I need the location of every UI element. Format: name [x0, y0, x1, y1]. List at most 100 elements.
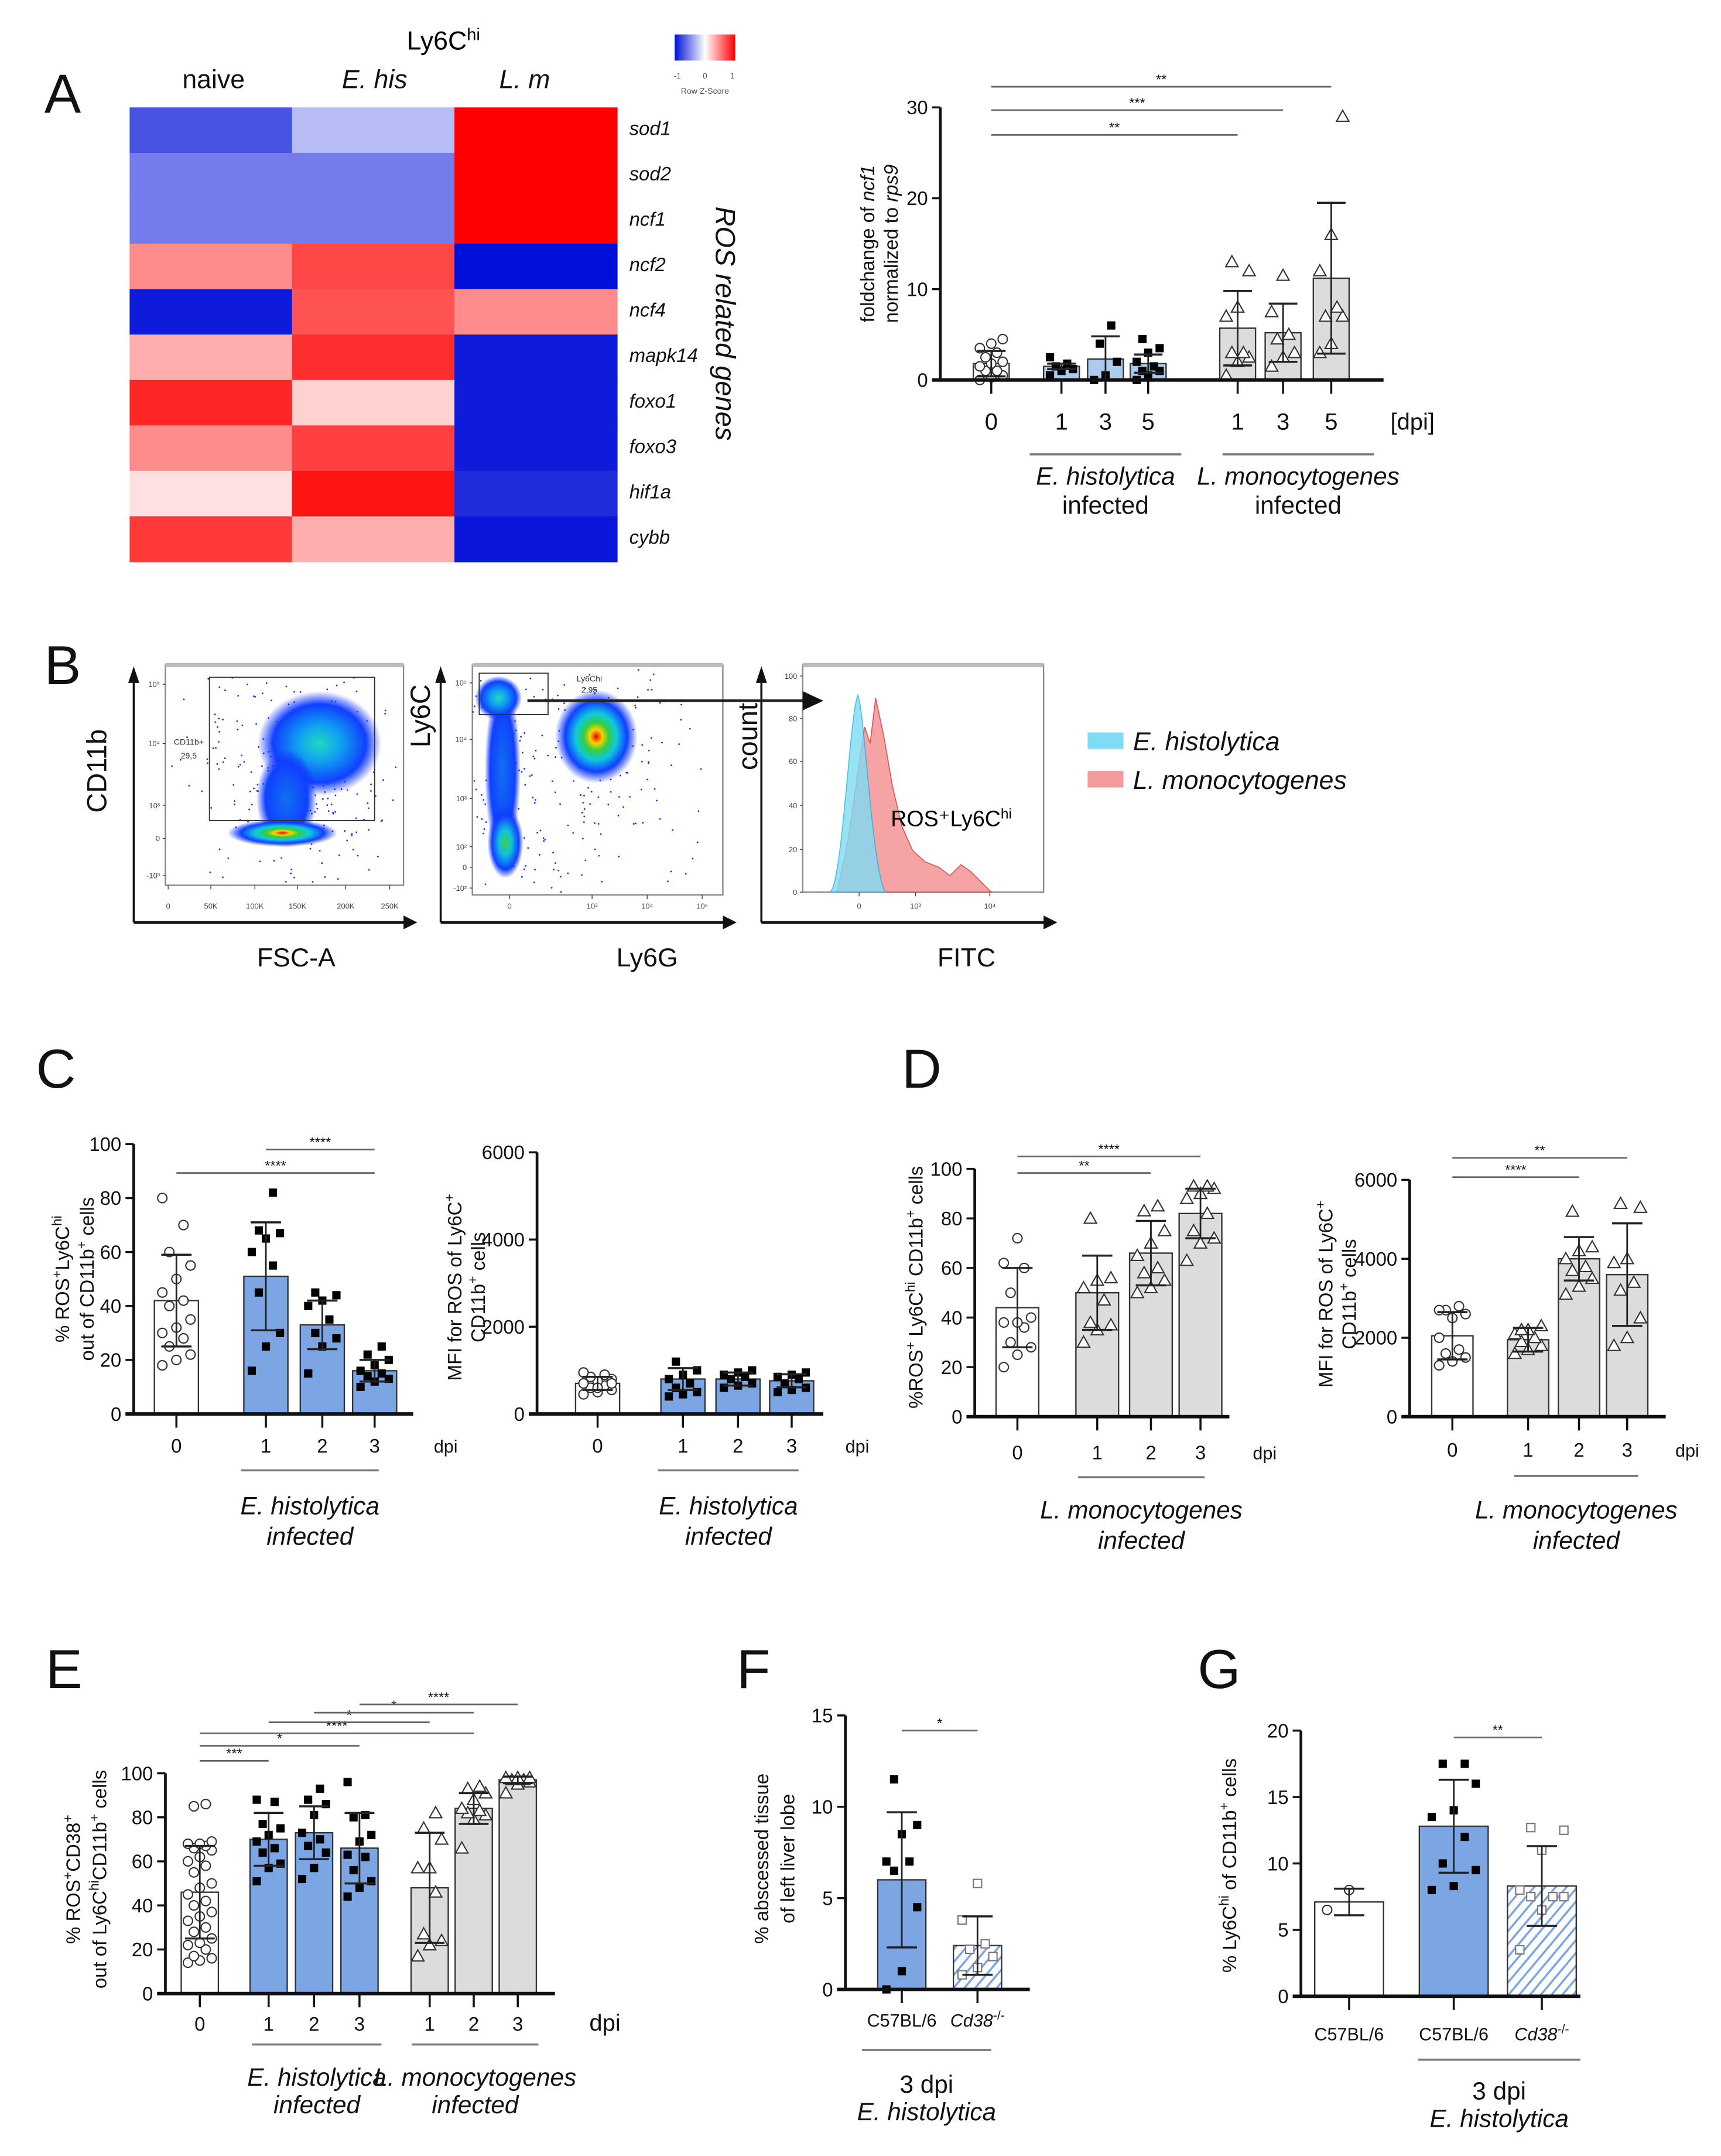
y-axis-label-part: CD11b — [905, 1218, 926, 1282]
heatmap-cell — [292, 244, 456, 290]
event-dot — [651, 688, 653, 691]
data-point — [1559, 1892, 1569, 1902]
data-point — [913, 1903, 922, 1912]
x-tick-label: C57BL/6 — [1419, 2025, 1489, 2045]
x-tick-label: 3 — [512, 2013, 523, 2035]
bar-chart-a: 0 10 20 30 0 1 3 5 1 3 5 [dpi] foldchange of ncf1nor… — [857, 71, 1435, 518]
event-dot — [534, 869, 536, 871]
data-point — [304, 1841, 313, 1850]
event-dot — [567, 824, 569, 826]
event-dot — [224, 757, 226, 760]
group-label-part: infected — [1533, 1526, 1621, 1554]
event-dot — [637, 696, 639, 698]
flow-y-tick: -10³ — [146, 872, 160, 880]
legend-e-histolytica: E. histolytica — [1133, 727, 1280, 756]
arrow-head-icon — [723, 915, 737, 930]
event-dot — [635, 822, 637, 825]
y-axis-label-part: hi — [902, 1282, 918, 1292]
y-axis-label-part: CD11b — [1339, 1291, 1360, 1349]
y-axis-label-part: cells — [1219, 1758, 1240, 1802]
x-tick-label: 2 — [1145, 1442, 1156, 1464]
data-point — [377, 1342, 386, 1351]
x-tick-label: 5 — [1142, 409, 1155, 435]
group-label-text: Ly6C — [407, 27, 467, 56]
event-dot — [655, 799, 658, 802]
data-point — [998, 1317, 1010, 1328]
data-point — [254, 1226, 264, 1235]
event-dot — [635, 706, 637, 709]
event-dot — [285, 685, 288, 688]
data-point — [1329, 299, 1344, 313]
data-point — [1312, 263, 1327, 276]
arrow-head-icon — [1043, 915, 1058, 930]
data-point — [980, 351, 991, 363]
y-axis-label-part: cells — [88, 1770, 110, 1814]
data-point — [454, 1800, 470, 1814]
flow-x-tick: 200K — [337, 901, 355, 910]
event-dot — [201, 790, 203, 792]
x-tick-label: 1 — [678, 1435, 688, 1457]
x-tick-label: 0 — [1447, 1439, 1457, 1461]
arrow-head-icon — [755, 666, 767, 683]
y-axis-label-part: normalized to — [880, 202, 902, 323]
data-point — [1005, 1337, 1016, 1348]
data-point — [974, 361, 986, 372]
data-point — [311, 1288, 320, 1297]
data-point — [276, 1229, 285, 1238]
flow-x-tick: 0 — [166, 901, 170, 910]
data-point — [410, 1948, 425, 1962]
y-axis-label: CD11b+ cells — [1336, 1239, 1360, 1349]
x-tick-label: 2 — [468, 2013, 479, 2035]
y-tick-label: 80 — [132, 1807, 153, 1829]
event-dot — [648, 761, 649, 763]
data-point — [269, 1261, 278, 1270]
event-dot — [285, 880, 287, 883]
event-dot — [321, 798, 324, 800]
event-dot — [483, 832, 484, 835]
y-axis-label-part: cells — [905, 1166, 926, 1210]
y-tick-label: 40 — [132, 1895, 153, 1916]
event-dot — [538, 854, 540, 856]
x-tick-label: 3 — [1622, 1439, 1633, 1461]
group-label: E. histolytica — [1429, 2105, 1568, 2133]
event-dot — [583, 794, 585, 797]
event-dot — [640, 788, 642, 791]
significance-label: *** — [226, 1746, 242, 1761]
y-axis-label-part: hi — [1216, 1895, 1231, 1906]
data-point — [422, 1938, 437, 1951]
x-tick-label: 2 — [1573, 1439, 1584, 1461]
data-point — [973, 1878, 983, 1888]
column-label: naive — [182, 65, 245, 94]
group-label-part: L. monocytogenes — [1197, 462, 1400, 490]
data-point — [727, 1375, 735, 1383]
significance-label: ** — [1079, 1158, 1089, 1173]
y-tick-label: 100 — [89, 1133, 121, 1155]
event-dot — [555, 756, 557, 758]
group-label: infected — [1255, 491, 1342, 519]
event-dot — [212, 747, 214, 749]
group-label-part: infected — [266, 1522, 354, 1550]
event-dot — [381, 819, 384, 821]
event-dot — [523, 837, 525, 839]
event-dot — [661, 742, 663, 744]
event-dot — [594, 848, 596, 850]
event-dot — [632, 823, 635, 825]
data-point — [1633, 1200, 1648, 1213]
data-point — [157, 1360, 168, 1371]
event-dot — [550, 887, 553, 889]
event-dot — [216, 763, 218, 765]
data-point — [679, 1390, 687, 1399]
group-label-part: infected — [1098, 1526, 1186, 1554]
data-point — [200, 1799, 211, 1810]
event-dot — [560, 891, 562, 893]
gene-label-ncf2: ncf2 — [629, 254, 666, 275]
x-tick-label-part: -/- — [1557, 2022, 1569, 2037]
data-point — [363, 1372, 372, 1381]
zscore-tick: -1 — [674, 71, 682, 80]
significance-label: **** — [310, 1135, 331, 1150]
data-point — [1155, 344, 1164, 353]
event-dot — [581, 838, 584, 840]
